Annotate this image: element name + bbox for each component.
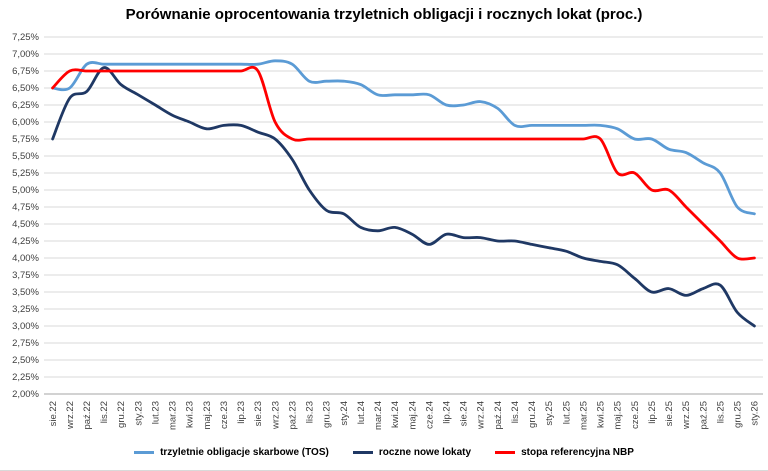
x-axis-tick-label: wrz.22 — [65, 401, 76, 430]
x-axis-tick-label: sie.23 — [253, 401, 264, 426]
x-axis-tick-label: mar.24 — [373, 401, 384, 430]
x-axis-tick-label: lip.24 — [442, 401, 453, 424]
y-axis-tick-label: 3,25% — [12, 304, 39, 315]
x-axis-tick-label: paź.25 — [698, 401, 709, 430]
x-axis-tick-label: gru.25 — [733, 401, 744, 428]
x-axis-tick-label: sty.24 — [339, 401, 350, 426]
legend-marker-nbp-line — [495, 450, 516, 454]
legend-marker-lokaty-line — [352, 450, 373, 454]
x-axis-tick-label: lis.22 — [99, 401, 110, 423]
x-axis-tick-label: wrz.25 — [681, 401, 692, 430]
x-axis-tick-label: lip.23 — [236, 401, 247, 424]
legend-label-tos: trzyletnie obligacje skarbowe (TOS) — [160, 446, 329, 458]
x-axis-tick-label: cze.23 — [219, 401, 230, 429]
y-axis-tick-label: 3,50% — [12, 287, 39, 298]
y-axis-tick-label: 6,75% — [12, 66, 39, 77]
x-axis-tick-label: kwi.25 — [596, 401, 607, 428]
y-axis-tick-label: 5,25% — [12, 168, 39, 179]
y-axis-tick-label: 6,50% — [12, 83, 39, 94]
legend-marker-tos-line — [134, 450, 155, 454]
x-axis-tick-label: cze.25 — [630, 401, 641, 429]
x-axis-tick-label: gru.22 — [116, 401, 127, 428]
x-axis-tick-label: kwi.24 — [390, 401, 401, 428]
y-axis-tick-label: 5,75% — [12, 134, 39, 145]
legend-label-lokaty: roczne nowe lokaty — [378, 446, 472, 458]
legend-label-nbp: stopa referencyjna NBP — [521, 446, 634, 458]
x-axis-tick-label: paź.24 — [493, 401, 504, 430]
legend-item-tos: trzyletnie obligacje skarbowe (TOS) — [134, 447, 329, 458]
x-axis-tick-label: sie.25 — [664, 401, 675, 426]
x-axis-tick-label: maj.24 — [407, 401, 418, 430]
x-axis-tick-label: sie.22 — [48, 401, 59, 426]
y-axis-tick-label: 7,00% — [12, 49, 39, 60]
y-axis-tick-label: 2,50% — [12, 355, 39, 366]
x-axis-tick-label: maj.23 — [202, 401, 213, 430]
y-axis-tick-label: 4,00% — [12, 253, 39, 264]
x-axis-tick-label: cze.24 — [424, 401, 435, 429]
x-axis-tick-label: lut.24 — [356, 401, 367, 424]
y-axis-tick-label: 2,75% — [12, 338, 39, 349]
y-axis-tick-label: 6,00% — [12, 117, 39, 128]
x-axis-tick-label: paź.23 — [287, 401, 298, 430]
x-axis-tick-label: lip.25 — [647, 401, 658, 424]
x-axis-tick-label: wrz.24 — [476, 401, 487, 430]
x-axis-tick-label: kwi.23 — [185, 401, 196, 428]
chart-title: Porównanie oprocentowania trzyletnich ob… — [125, 6, 643, 23]
series-line-2 — [51, 65, 756, 261]
x-axis-tick-label: sie.24 — [459, 401, 470, 426]
y-axis-tick-label: 4,25% — [12, 236, 39, 247]
y-axis-tick-label: 7,25% — [12, 32, 39, 43]
chart-legend: trzyletnie obligacje skarbowe (TOS) rocz… — [0, 444, 768, 460]
legend-item-lokaty: roczne nowe lokaty — [352, 446, 472, 458]
series-line-1 — [51, 66, 756, 328]
x-axis-tick-label: mar.23 — [168, 401, 179, 430]
x-axis-tick-label: gru.24 — [527, 401, 538, 428]
y-axis-tick-label: 6,25% — [12, 100, 39, 111]
legend-item-nbp: stopa referencyjna NBP — [495, 447, 634, 458]
x-axis-tick-label: sty.25 — [544, 401, 555, 426]
x-axis-tick-label: maj.25 — [613, 401, 624, 430]
x-axis-tick-label: lut.23 — [151, 401, 162, 424]
y-axis-tick-label: 5,50% — [12, 151, 39, 162]
y-axis-tick-label: 3,75% — [12, 270, 39, 281]
y-axis-tick-label: 5,00% — [12, 185, 39, 196]
x-axis-tick-label: gru.23 — [322, 401, 333, 428]
x-axis-tick-label: wrz.23 — [270, 401, 281, 430]
x-axis-tick-label: lis.24 — [510, 401, 521, 423]
x-axis-tick-label: paź.22 — [82, 401, 93, 430]
line-chart-plot: 7,25% 7,00% 6,75% 6,50% 6,25% 6,00% 5,75% 5,50%… — [12, 32, 763, 430]
y-axis-tick-label: 2,25% — [12, 372, 39, 383]
x-axis-tick-label: lut.25 — [561, 401, 572, 424]
y-axis-tick-label: 3,00% — [12, 321, 39, 332]
series-line-0 — [51, 59, 756, 216]
x-axis-tick-label: lis.25 — [715, 401, 726, 423]
x-axis-tick-label: sty.23 — [133, 401, 144, 426]
y-axis-tick-label: 2,00% — [12, 389, 39, 400]
x-axis-tick-label: sty.26 — [750, 401, 761, 426]
x-axis-tick-label: mar.25 — [579, 401, 590, 430]
y-axis-tick-label: 4,75% — [12, 202, 39, 213]
y-axis-tick-label: 4,50% — [12, 219, 39, 230]
x-axis-tick-label: lis.23 — [305, 401, 316, 423]
